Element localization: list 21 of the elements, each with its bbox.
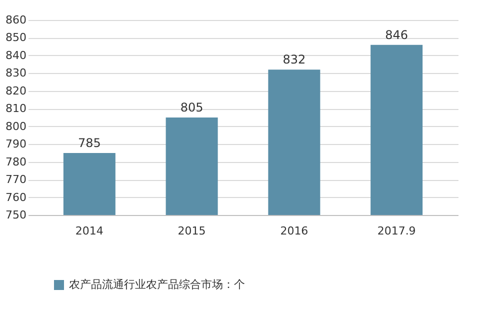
y-tick-label: 820 [6,84,26,98]
x-tick-label: 2016 [280,224,308,238]
x-tick-label: 2017.9 [377,224,416,238]
y-tick-label: 850 [6,31,26,44]
legend-label: 农产品流通行业农产品综合市场：个 [69,278,245,291]
data-label: 846 [385,28,408,42]
x-tick-label: 2015 [178,224,206,238]
y-tick-label: 810 [6,102,26,116]
y-tick-label: 830 [6,66,26,80]
data-label: 805 [180,100,204,114]
data-label: 785 [78,136,101,150]
y-tick-label: 800 [6,120,26,133]
data-label: 832 [282,52,306,67]
y-tick-label: 780 [6,155,26,168]
y-tick-label: 840 [6,48,26,62]
y-tick-label: 760 [6,190,26,204]
y-tick-label: 860 [6,14,26,26]
x-tick-label: 2014 [75,224,104,238]
y-tick-label: 770 [6,173,26,186]
y-tick-label: 790 [6,138,26,151]
y-tick-label: 750 [6,208,26,222]
